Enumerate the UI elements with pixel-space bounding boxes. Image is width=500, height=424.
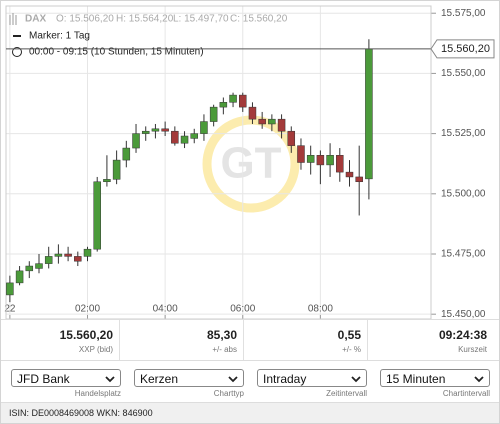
control: JFD Bank Handelsplatz [11,369,125,398]
value: 09:24:38 [438,328,487,342]
header-text: DAX [25,14,46,25]
x-tick-label: 22 [4,304,16,315]
candle-body [209,106,218,122]
value: 0,55 [337,328,361,342]
candle-body [297,145,305,163]
label: Kurszeit [458,345,487,354]
label: XXP (bid) [78,345,113,354]
x-tick-label: 02:00 [75,304,100,315]
candle-body [229,94,237,103]
candle-body [200,121,208,134]
chart: GT 15.450,00 15.475,00 15.500,00 15.525,00 1… [4,5,495,319]
value: 15.560,20 [59,328,113,342]
select[interactable]: JFD Bank [11,369,121,387]
last-price-tag [430,39,495,59]
candle-body [44,256,53,264]
y-tick-label: 15.500,00 [441,188,486,199]
candle-body [287,130,296,146]
last-price-label: 15.560,20 [441,43,490,55]
candle-body [151,128,160,132]
candle-body [268,118,276,125]
candle-body [25,265,34,272]
candle-body [316,155,325,166]
x-tick-label: 04:00 [153,304,178,315]
candle-body [132,133,140,149]
y-tick-label: 15.525,00 [441,128,486,139]
candle-body [277,118,286,132]
control: Kerzen Charttyp [134,369,248,398]
select-value: Intraday [263,372,307,386]
footer: ISIN: DE0008469008 WKN: 846900 [1,402,499,423]
chevron [228,376,238,383]
info-row: 15.560,20 XXP (bid) 85,30 +/- abs 0,55 +/- … [1,319,499,361]
icon [9,13,17,25]
y-tick-label: 15.575,00 [441,8,486,19]
control: 15 Minuten Chartintervall [380,369,494,398]
candle-body [122,147,131,161]
x-tick-label: 06:00 [230,304,255,315]
watermark: GT [6,6,431,319]
select[interactable]: Kerzen [134,369,244,387]
candle-body [103,179,111,183]
chevron [105,376,115,383]
candle-body [336,155,344,173]
candle-body [141,130,150,134]
candle-body [161,128,169,132]
candle-body [74,256,82,262]
label: +/- abs [212,345,237,354]
watermark-text: GT [220,139,281,188]
candle-body [345,171,354,178]
candle-body [326,155,334,166]
y-tick-label: 15.475,00 [441,249,486,260]
candle-body [93,181,101,250]
control-label: Charttyp [213,389,244,398]
y-tick-label: 15.550,00 [441,68,486,79]
select-value: 15 Minuten [386,372,446,386]
select-value: JFD Bank [17,372,70,386]
candle-body [219,102,228,108]
candle-body [248,106,257,120]
candle-body [239,94,247,108]
header-text: Marker: 1 Tag [29,31,90,42]
header-text: H: 15.564,20 [116,14,174,25]
plot-frame [5,5,432,319]
info-cell: 15.560,20 XXP (bid) [1,320,120,360]
candle-body [190,133,198,139]
header-text: L: 15.497,70 [173,14,229,25]
candle-body [64,253,72,257]
x-tick-label: 08:00 [308,304,333,315]
info-cell: 0,55 +/- % [249,320,368,360]
y-tick-label: 15.450,00 [441,309,486,319]
candle-body [6,282,14,296]
info-cell: 09:24:38 Kurszeit [373,320,493,360]
control: Intraday Zeitintervall [257,369,371,398]
candle-body [306,155,315,163]
icon [12,47,22,57]
control-label: Handelsplatz [74,389,121,398]
select[interactable]: Intraday [257,369,367,387]
candle-body [112,159,121,180]
candle-body [365,48,373,180]
control-label: Zeitintervall [326,389,367,398]
candle-body [258,118,266,125]
header-text: 00:00 - 09:15 (10 Stunden, 15 Minuten) [29,47,204,58]
candle-body [35,263,43,269]
candle-body [15,270,24,284]
control-label: Chartintervall [442,389,490,398]
candle-body [171,130,179,144]
select[interactable]: 15 Minuten [380,369,490,387]
chevron [474,376,484,383]
candle-body [54,253,63,257]
select-value: Kerzen [140,372,179,386]
candle-body [180,135,189,144]
info-cell: 85,30 +/- abs [125,320,244,360]
header-text: O: 15.506,20 [56,14,114,25]
candle-body [355,176,363,183]
value: 85,30 [206,328,237,342]
label: +/- % [342,345,361,354]
header-text: C: 15.560,20 [230,14,288,25]
candle-body [83,248,92,257]
chevron [351,376,361,383]
